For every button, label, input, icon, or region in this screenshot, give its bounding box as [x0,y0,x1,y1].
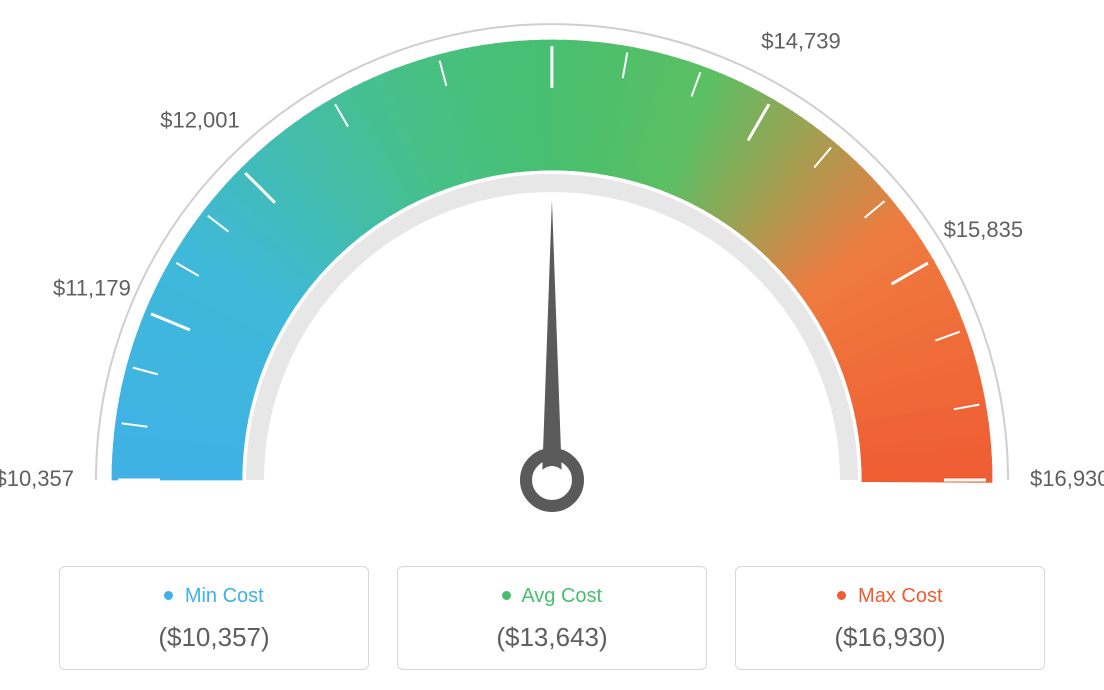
min-dot-icon [164,591,173,600]
max-cost-label: Max Cost [858,585,942,607]
gauge-svg: $10,357$11,179$12,001$13,643$14,739$15,8… [0,0,1104,540]
avg-cost-value: ($13,643) [408,622,696,653]
min-cost-label: Min Cost [185,585,264,607]
max-cost-card: Max Cost ($16,930) [735,566,1045,670]
avg-dot-icon [502,591,511,600]
avg-cost-label: Avg Cost [521,585,602,607]
max-cost-title: Max Cost [746,585,1034,608]
svg-text:$10,357: $10,357 [0,466,74,491]
svg-text:$12,001: $12,001 [160,108,240,133]
min-cost-value: ($10,357) [70,622,358,653]
svg-text:$14,739: $14,739 [761,29,841,54]
avg-cost-title: Avg Cost [408,585,696,608]
gauge-needle [542,200,562,480]
min-cost-card: Min Cost ($10,357) [59,566,369,670]
svg-text:$11,179: $11,179 [53,275,131,300]
summary-cards: Min Cost ($10,357) Avg Cost ($13,643) Ma… [0,566,1104,670]
svg-text:$15,835: $15,835 [944,217,1024,242]
gauge-chart: $10,357$11,179$12,001$13,643$14,739$15,8… [0,0,1104,540]
min-cost-title: Min Cost [70,585,358,608]
max-cost-value: ($16,930) [746,622,1034,653]
svg-text:$16,930: $16,930 [1030,466,1104,491]
max-dot-icon [837,591,846,600]
avg-cost-card: Avg Cost ($13,643) [397,566,707,670]
